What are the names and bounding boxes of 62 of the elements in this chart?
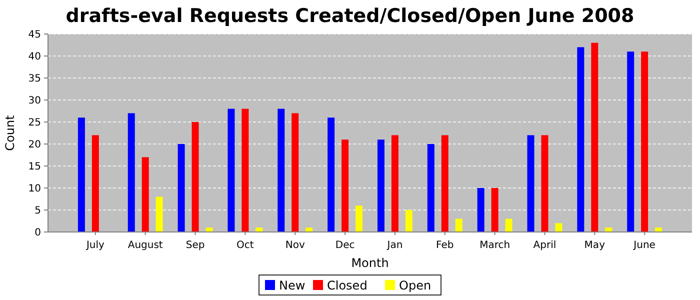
y-tick-label: 15 [28,162,41,172]
bar [555,223,562,232]
x-tick-label: March [480,240,510,251]
bar [541,135,548,232]
bar [577,47,584,232]
bar [505,218,512,232]
bar [605,228,612,232]
y-tick-label: 35 [28,74,41,84]
bar [92,135,99,232]
y-tick-label: 10 [28,184,41,194]
chart-title: drafts-eval Requests Created/Closed/Open June 2008 [66,5,634,27]
legend-label: New [279,278,306,292]
bar [256,228,263,232]
x-tick-label: Jan [386,240,403,251]
bar [278,108,285,232]
bar [178,144,185,232]
bar [377,140,384,232]
bar [156,196,163,232]
bar [627,52,634,232]
x-tick-label: April [533,240,556,251]
bar [78,118,85,232]
x-tick-label: Feb [436,240,454,251]
y-tick-label: 20 [28,140,41,150]
bar [641,52,648,232]
bar [142,157,149,232]
bar [391,135,398,232]
bar [427,144,434,232]
x-tick-label: August [128,240,163,251]
bar [192,122,199,232]
y-tick-label: 40 [28,52,41,62]
bar [441,135,448,232]
legend-label: Closed [327,278,368,292]
bar [228,108,235,232]
bar [491,188,498,232]
bar [405,210,412,232]
y-tick-label: 5 [34,206,41,216]
y-tick-label: 45 [28,30,41,40]
x-tick-label: July [85,240,104,251]
x-tick-label: Sep [186,240,205,251]
y-tick-label: 30 [28,96,41,106]
y-tick-label: 25 [28,118,41,128]
bar [306,228,313,232]
x-tick-label: May [584,240,606,251]
x-tick-label: Oct [236,240,254,251]
bar [477,188,484,232]
bar [655,228,662,232]
bar [527,135,534,232]
bar [128,113,135,232]
bar [292,113,299,232]
bar [242,108,249,232]
bar [328,118,335,232]
x-axis-title: Month [351,256,389,270]
x-tick-label: June [632,240,656,251]
bar [591,42,598,232]
legend-label: Open [399,278,432,292]
x-tick-label: Dec [335,240,355,251]
y-axis-title: Count [3,114,17,151]
x-tick-label: Nov [285,240,305,251]
y-tick-label: 0 [34,228,41,238]
bar [356,206,363,232]
bar [455,218,462,232]
bar [342,140,349,232]
